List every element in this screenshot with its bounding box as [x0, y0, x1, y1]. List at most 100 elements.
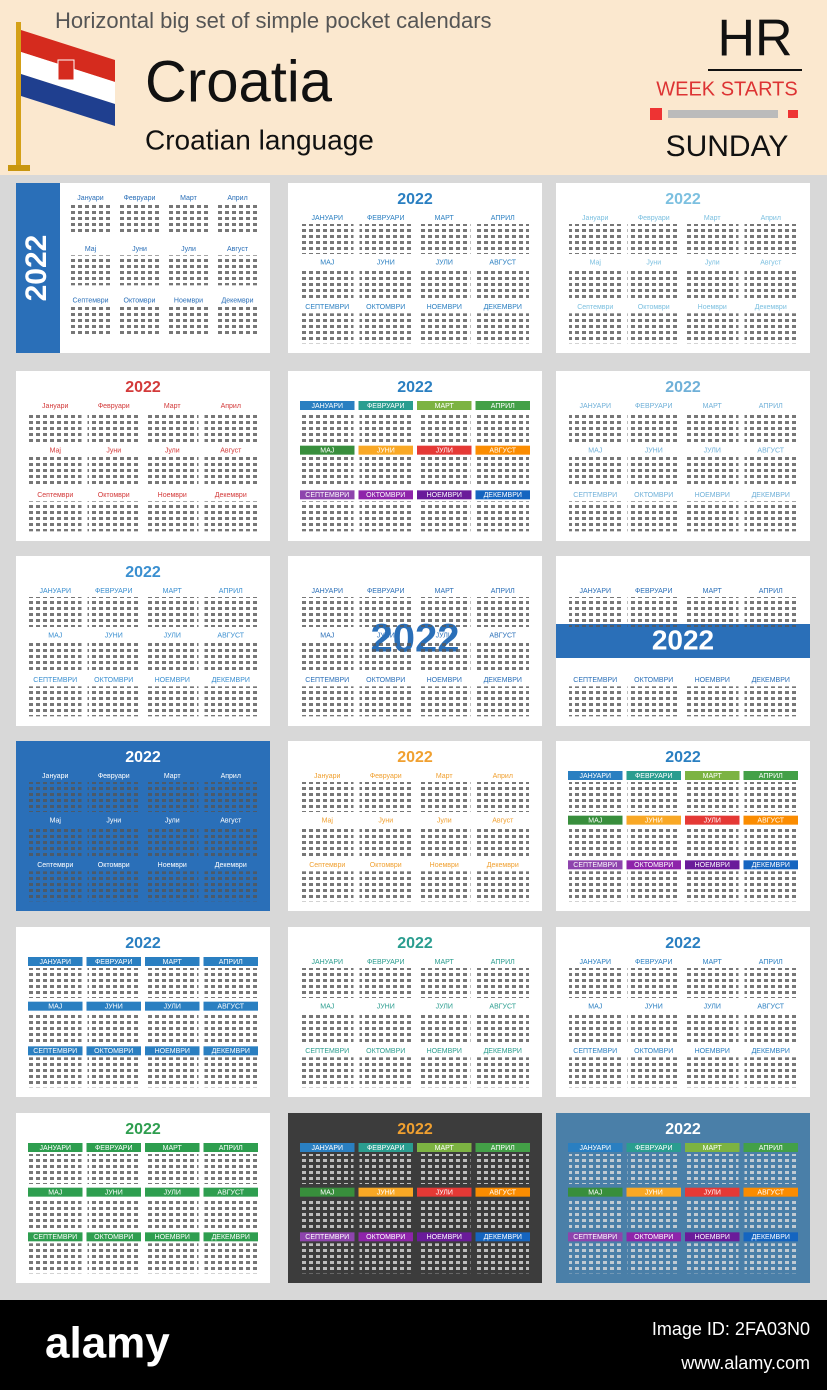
- day-grid: [359, 826, 412, 857]
- month-name: НОЕМВРИ: [155, 1048, 190, 1055]
- day-grid: [744, 782, 797, 812]
- month-name: ЈУЛИ: [436, 448, 453, 455]
- day-grid: [204, 1012, 257, 1043]
- month-tab: [568, 771, 623, 780]
- month-name: ЈУНИ: [377, 633, 395, 640]
- header-title: Horizontal big set of simple pocket cale…: [55, 8, 492, 33]
- day-grid: [418, 871, 471, 902]
- month-tab: [743, 1187, 798, 1197]
- month-name: ФЕВРУАРИ: [367, 215, 405, 222]
- month-tab: [475, 445, 530, 455]
- day-grid: [569, 456, 622, 487]
- month-tab: [203, 1046, 258, 1056]
- month-name: АПРИЛ: [219, 959, 243, 966]
- month-name: МАЈ: [320, 448, 334, 455]
- month-tab: [743, 860, 798, 870]
- day-grid: [686, 501, 739, 532]
- month-name: Февруари: [98, 773, 130, 780]
- month-name: ЈУНИ: [645, 1004, 663, 1011]
- month-name: МАРТ: [435, 215, 455, 222]
- month-name: ЈУЛИ: [164, 1004, 181, 1011]
- month-name: АВГУСТ: [757, 818, 784, 825]
- month-tab: [568, 1232, 623, 1242]
- day-grid: [118, 306, 161, 337]
- month-name: ДЕКЕМВРИ: [752, 677, 790, 684]
- day-grid: [476, 456, 529, 487]
- month-name: Мај: [50, 448, 62, 455]
- month-name: Март: [180, 195, 198, 202]
- year: 2022: [397, 935, 433, 952]
- month-name: Мај: [590, 260, 602, 267]
- month-name: АПРИЛ: [491, 588, 515, 595]
- month-name: АВГУСТ: [489, 260, 516, 267]
- month-tab: [417, 401, 472, 410]
- month-name: Ноември: [698, 304, 727, 311]
- month-tab: [685, 1143, 740, 1152]
- month-name: ЈАНУАРИ: [311, 1145, 343, 1152]
- year: 2022: [125, 1121, 161, 1138]
- month-tab: [743, 1232, 798, 1242]
- month-name: Јануари: [314, 773, 340, 780]
- month-name: ЈУНИ: [377, 448, 395, 455]
- month-name: ДЕКЕМВРИ: [752, 862, 790, 869]
- day-grid: [418, 456, 471, 487]
- month-name: ЈУНИ: [645, 818, 663, 825]
- month-name: ЈАНУАРИ: [579, 403, 611, 410]
- day-grid: [476, 1154, 529, 1184]
- year: 2022: [665, 1121, 701, 1138]
- month-tab: [28, 1187, 83, 1197]
- month-name: МАЈ: [588, 448, 602, 455]
- flag: [8, 22, 115, 171]
- day-grid: [627, 501, 680, 532]
- month-name: Јуни: [378, 818, 393, 825]
- day-grid: [204, 968, 257, 998]
- month-name: ОКТОМВРИ: [94, 1234, 133, 1241]
- day-grid: [204, 826, 257, 857]
- month-name: Август: [492, 818, 514, 825]
- month-name: Март: [436, 773, 454, 780]
- month-name: СЕПТЕМВРИ: [573, 1234, 617, 1241]
- month-name: Јуни: [106, 818, 121, 825]
- day-grid: [29, 1012, 82, 1043]
- day-grid: [569, 501, 622, 532]
- day-grid: [301, 1057, 354, 1088]
- month-name: НОЕМВРИ: [427, 1048, 462, 1055]
- day-grid: [627, 1012, 680, 1043]
- month-name: ФЕВРУАРИ: [635, 959, 673, 966]
- month-name: ДЕКЕМВРИ: [752, 1048, 790, 1055]
- month-name: МАРТ: [435, 403, 455, 410]
- day-grid: [29, 1057, 82, 1088]
- year: 2022: [125, 935, 161, 952]
- month-name: МАЈ: [320, 633, 334, 640]
- day-grid: [418, 826, 471, 857]
- day-grid: [686, 597, 739, 627]
- month-name: МАРТ: [703, 773, 723, 780]
- day-grid: [29, 412, 82, 442]
- day-grid: [87, 456, 140, 487]
- month-name: АПРИЛ: [759, 773, 783, 780]
- month-name: ЈУНИ: [377, 1004, 395, 1011]
- day-grid: [418, 1012, 471, 1043]
- month-name: АПРИЛ: [219, 1145, 243, 1152]
- month-name: Декември: [215, 492, 247, 499]
- month-name: ДЕКЕМВРИ: [484, 304, 522, 311]
- day-grid: [146, 456, 199, 487]
- month-name: ЈУЛИ: [436, 633, 453, 640]
- month-name: Јули: [165, 818, 180, 825]
- month-name: МАЈ: [320, 1190, 334, 1197]
- month-name: Октомври: [370, 862, 402, 869]
- month-tab: [145, 1001, 200, 1011]
- day-grid: [204, 641, 257, 672]
- month-name: СЕПТЕМВРИ: [33, 1234, 77, 1241]
- month-name: СЕПТЕМВРИ: [573, 862, 617, 869]
- month-name: АВГУСТ: [489, 1190, 516, 1197]
- month-name: ЈАНУАРИ: [579, 773, 611, 780]
- day-grid: [686, 456, 739, 487]
- month-name: МАРТ: [703, 403, 723, 410]
- day-grid: [569, 782, 622, 812]
- day-grid: [204, 412, 257, 442]
- day-grid: [301, 412, 354, 442]
- day-grid: [146, 1057, 199, 1088]
- day-grid: [216, 306, 259, 337]
